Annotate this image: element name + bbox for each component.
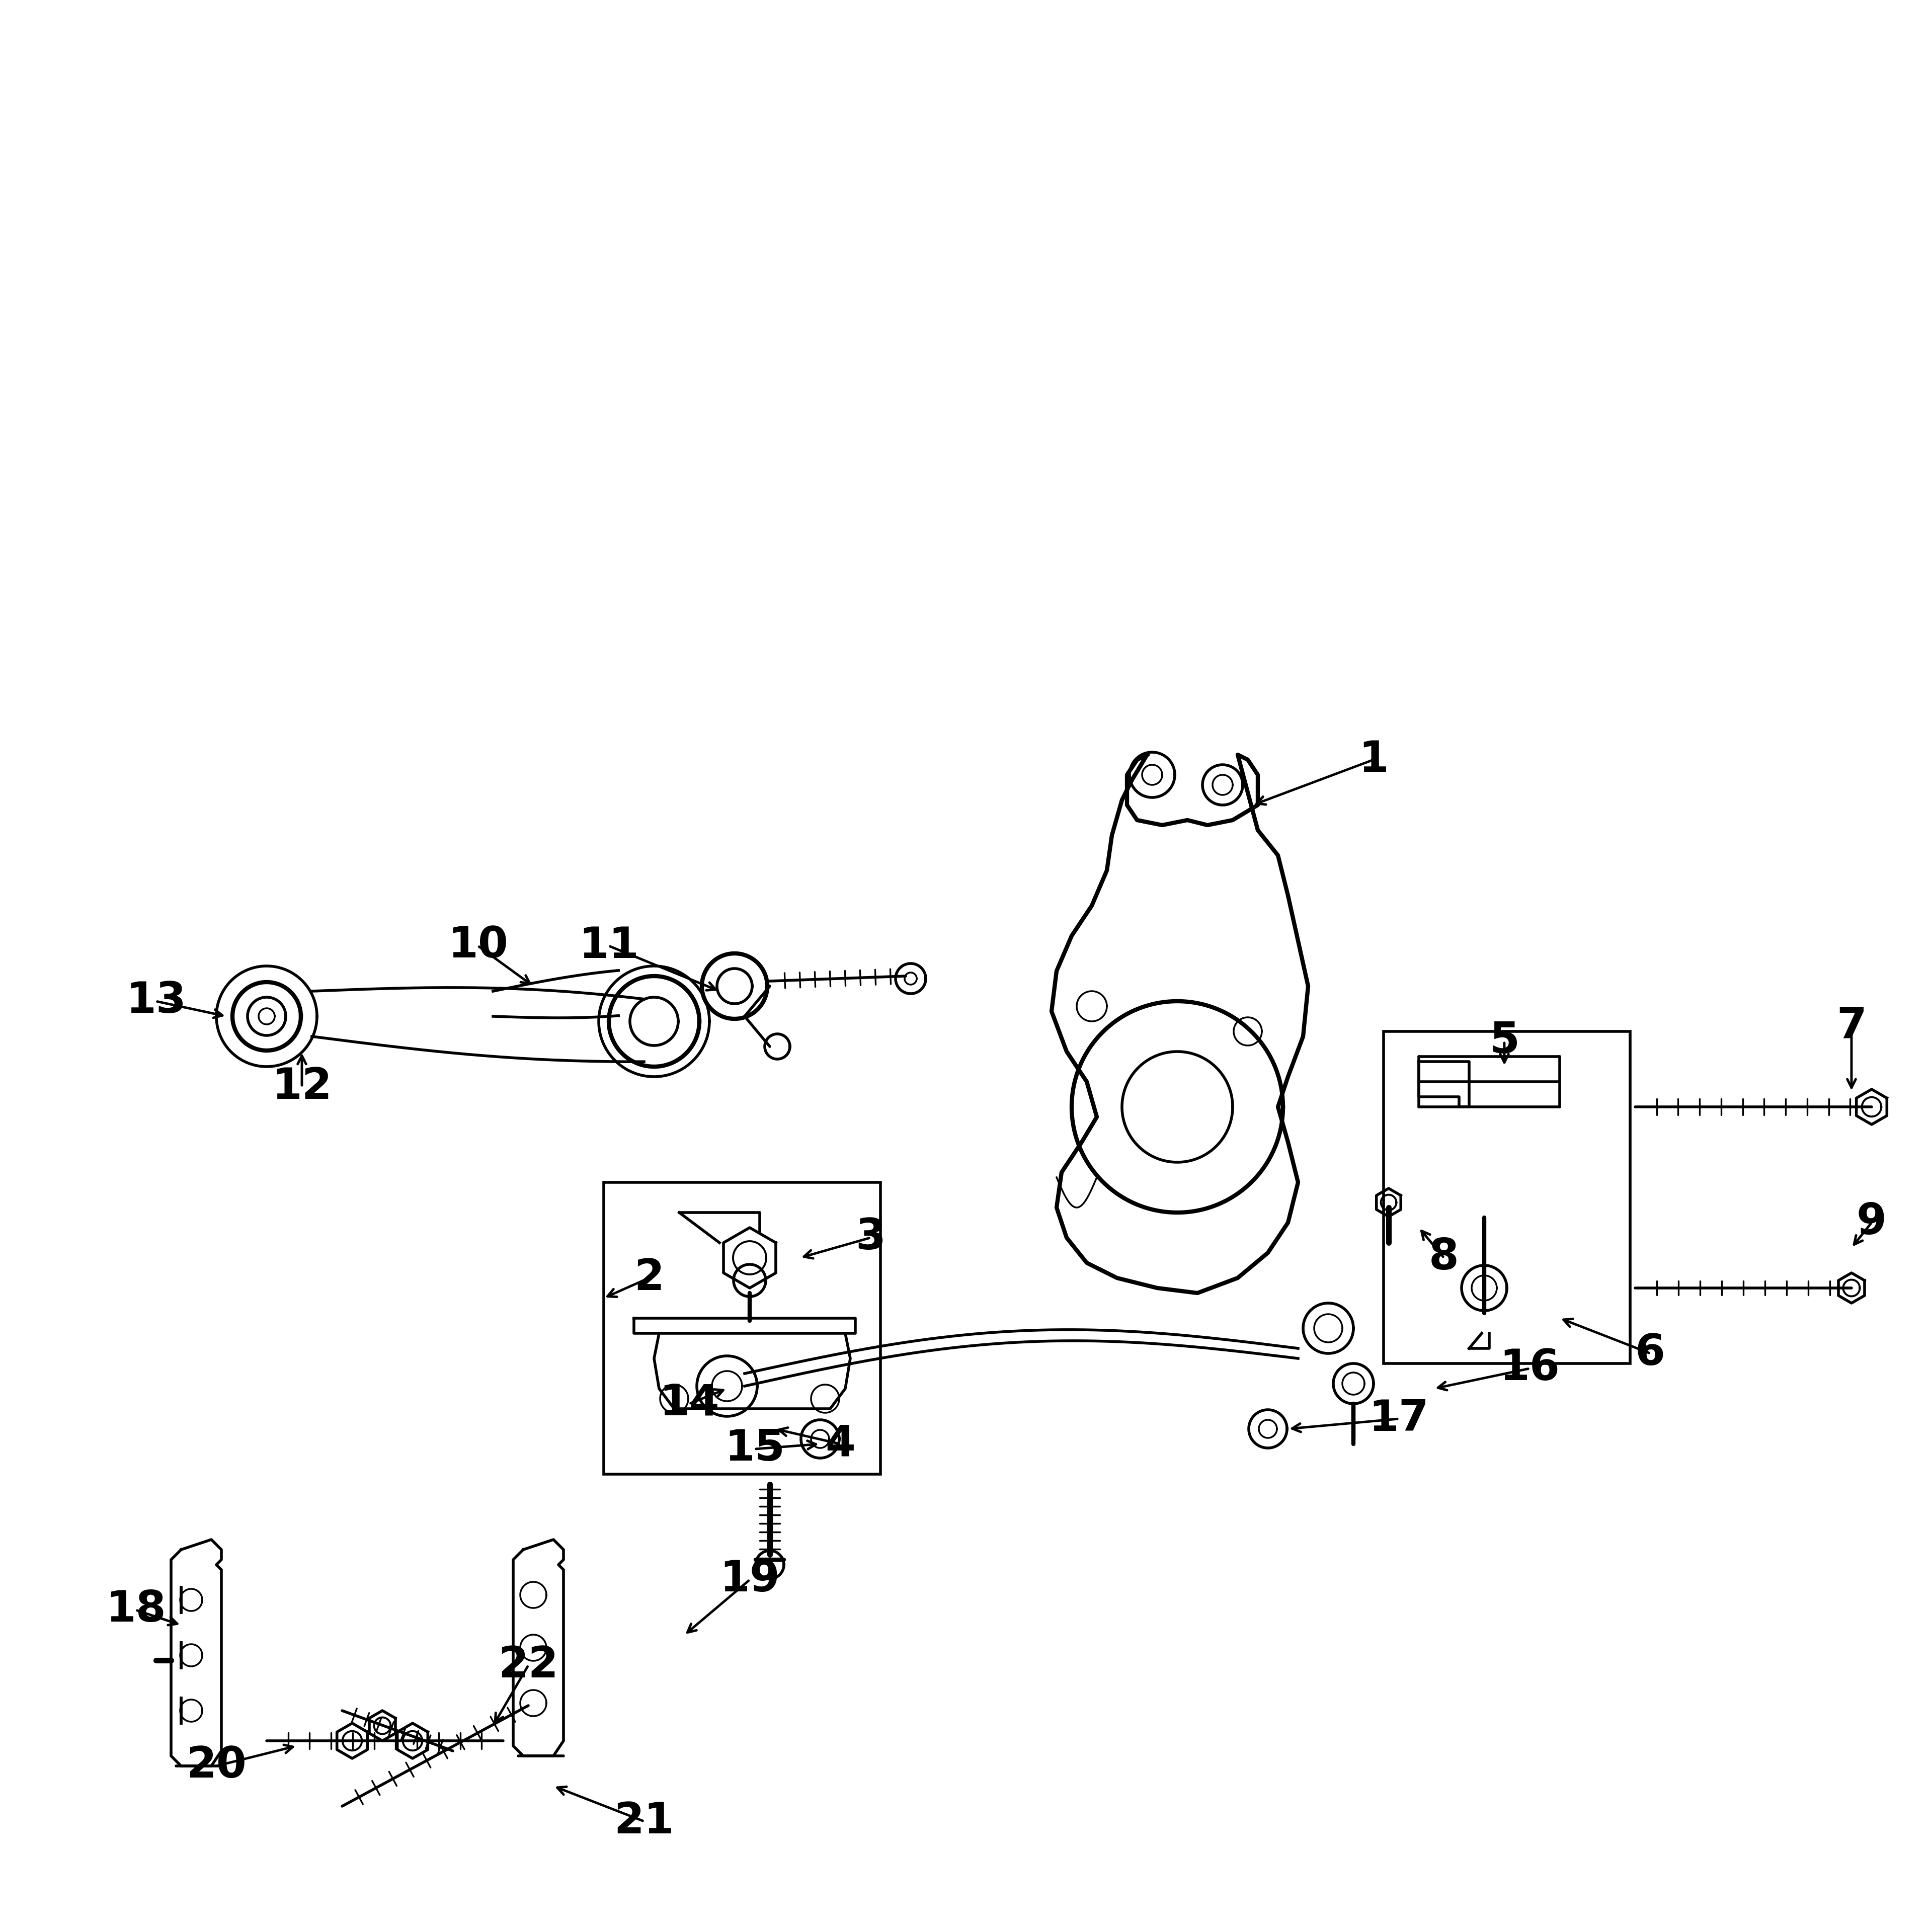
- Bar: [603, 1182, 881, 1474]
- Text: 16: 16: [1499, 1349, 1559, 1389]
- Bar: [1383, 1032, 1631, 1364]
- Text: 17: 17: [1368, 1399, 1430, 1439]
- Text: 2: 2: [634, 1258, 665, 1298]
- Text: 13: 13: [126, 980, 185, 1022]
- Text: 9: 9: [1857, 1202, 1888, 1244]
- Text: 1: 1: [1358, 738, 1389, 781]
- Text: 18: 18: [106, 1590, 166, 1631]
- Text: 15: 15: [725, 1428, 784, 1470]
- Text: 19: 19: [719, 1559, 781, 1602]
- Text: 10: 10: [448, 925, 508, 966]
- Text: 22: 22: [498, 1644, 558, 1687]
- Text: 12: 12: [272, 1066, 332, 1107]
- Text: 11: 11: [580, 925, 639, 966]
- Text: 3: 3: [856, 1217, 885, 1258]
- Text: 5: 5: [1490, 1020, 1519, 1063]
- Text: 6: 6: [1634, 1333, 1665, 1374]
- Text: 14: 14: [659, 1383, 719, 1424]
- Text: 21: 21: [614, 1801, 674, 1843]
- Text: 4: 4: [825, 1424, 856, 1464]
- Text: 20: 20: [185, 1745, 247, 1787]
- Text: 7: 7: [1837, 1005, 1866, 1047]
- Text: 8: 8: [1430, 1236, 1459, 1279]
